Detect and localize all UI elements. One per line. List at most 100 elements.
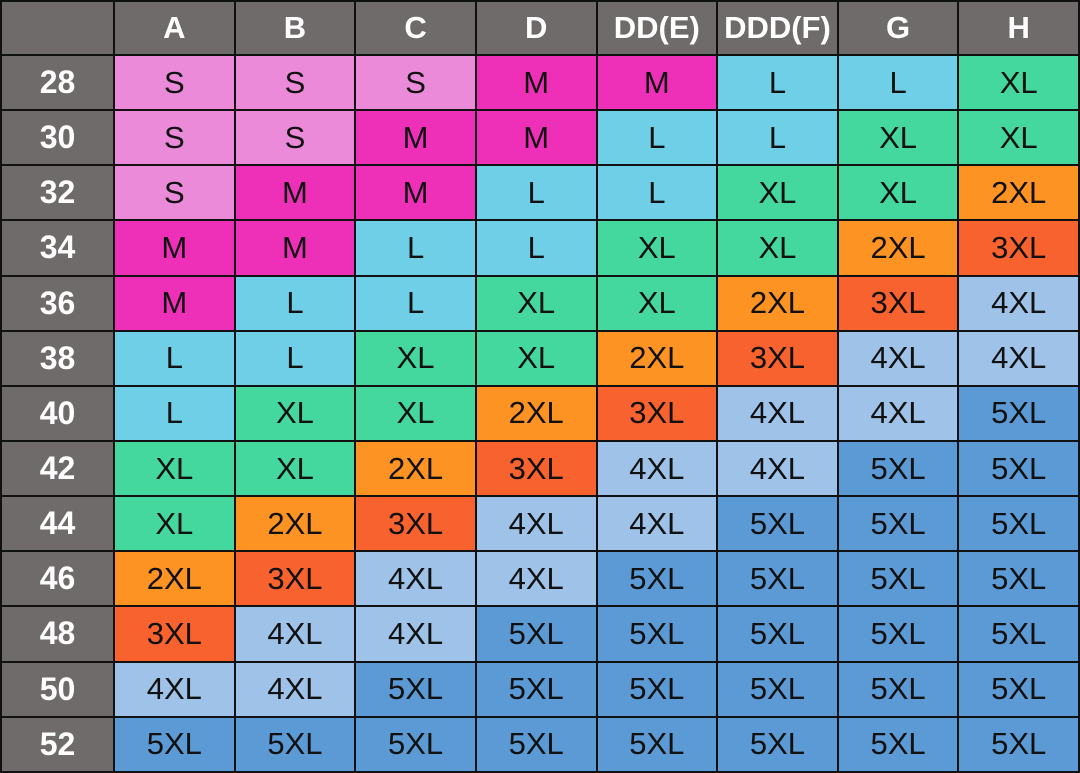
size-cell: L — [716, 109, 839, 167]
size-cell: L — [354, 219, 477, 277]
size-cell: 5XL — [957, 439, 1080, 498]
size-cell: XL — [233, 384, 357, 442]
size-cell: S — [233, 53, 357, 112]
size-cell: M — [595, 53, 719, 112]
size-cell: XL — [595, 219, 719, 277]
size-cell: 4XL — [836, 329, 960, 387]
row-header-band: 30 — [0, 109, 115, 167]
table-row: 48 3XL 4XL 4XL 5XL 5XL 5XL 5XL 5XL — [0, 605, 1080, 663]
size-cell: 3XL — [716, 329, 839, 387]
size-cell: 5XL — [957, 605, 1080, 663]
size-cell: L — [836, 53, 960, 112]
size-cell: M — [233, 219, 357, 277]
row-header-band: 40 — [0, 384, 115, 442]
size-cell: XL — [233, 439, 357, 498]
size-cell: 2XL — [113, 550, 236, 608]
column-header-h: H — [957, 0, 1080, 56]
size-cell: 5XL — [716, 715, 839, 773]
size-cell: 5XL — [595, 605, 719, 663]
size-cell: XL — [113, 439, 236, 498]
size-cell: XL — [595, 274, 719, 332]
size-cell: 5XL — [836, 550, 960, 608]
size-cell: 5XL — [474, 605, 598, 663]
size-cell: 4XL — [595, 439, 719, 498]
size-cell: XL — [474, 329, 598, 387]
table-row: 42 XL XL 2XL 3XL 4XL 4XL 5XL 5XL — [0, 439, 1080, 498]
column-header-dddf: DDD(F) — [716, 0, 839, 56]
size-cell: L — [113, 329, 236, 387]
column-header-d: D — [474, 0, 598, 56]
size-cell: M — [354, 109, 477, 167]
size-cell: 4XL — [836, 384, 960, 442]
size-cell: M — [233, 164, 357, 222]
row-header-band: 32 — [0, 164, 115, 222]
size-cell: 2XL — [595, 329, 719, 387]
size-cell: 3XL — [957, 219, 1080, 277]
size-cell: 4XL — [595, 495, 719, 553]
table-row: 40 L XL XL 2XL 3XL 4XL 4XL 5XL — [0, 384, 1080, 442]
size-cell: L — [716, 53, 839, 112]
size-cell: 4XL — [716, 439, 839, 498]
size-cell: 5XL — [354, 715, 477, 773]
size-cell: 4XL — [113, 660, 236, 718]
size-cell: 3XL — [354, 495, 477, 553]
size-cell: 2XL — [474, 384, 598, 442]
size-cell: 5XL — [595, 715, 719, 773]
size-cell: 5XL — [836, 439, 960, 498]
size-cell: 2XL — [836, 219, 960, 277]
size-cell: L — [354, 274, 477, 332]
size-cell: 5XL — [957, 495, 1080, 553]
table-row: 52 5XL 5XL 5XL 5XL 5XL 5XL 5XL 5XL — [0, 715, 1080, 773]
size-cell: XL — [354, 329, 477, 387]
size-cell: 3XL — [233, 550, 357, 608]
size-cell: 5XL — [836, 495, 960, 553]
table-row: 44 XL 2XL 3XL 4XL 4XL 5XL 5XL 5XL — [0, 495, 1080, 553]
table-row: 34 M M L L XL XL 2XL 3XL — [0, 219, 1080, 277]
row-header-band: 38 — [0, 329, 115, 387]
table-row: 30 S S M M L L XL XL — [0, 109, 1080, 167]
size-cell: 2XL — [716, 274, 839, 332]
size-cell: 4XL — [957, 329, 1080, 387]
size-cell: 5XL — [595, 550, 719, 608]
table-row: 38 L L XL XL 2XL 3XL 4XL 4XL — [0, 329, 1080, 387]
row-header-band: 48 — [0, 605, 115, 663]
size-cell: 4XL — [716, 384, 839, 442]
table-row: 28 S S S M M L L XL — [0, 53, 1080, 112]
table-row: 36 M L L XL XL 2XL 3XL 4XL — [0, 274, 1080, 332]
size-cell: 4XL — [354, 605, 477, 663]
size-cell: L — [474, 219, 598, 277]
corner-cell — [0, 0, 115, 56]
size-cell: 4XL — [233, 660, 357, 718]
row-header-band: 46 — [0, 550, 115, 608]
size-cell: 3XL — [113, 605, 236, 663]
row-header-band: 52 — [0, 715, 115, 773]
size-cell: XL — [354, 384, 477, 442]
table-row: 32 S M M L L XL XL 2XL — [0, 164, 1080, 222]
size-cell: 2XL — [957, 164, 1080, 222]
row-header-band: 28 — [0, 53, 115, 112]
column-header-a: A — [113, 0, 236, 56]
size-cell: 2XL — [233, 495, 357, 553]
size-cell: XL — [957, 109, 1080, 167]
row-header-band: 34 — [0, 219, 115, 277]
size-cell: 4XL — [354, 550, 477, 608]
size-cell: 4XL — [474, 550, 598, 608]
size-cell: 5XL — [354, 660, 477, 718]
size-cell: XL — [836, 164, 960, 222]
size-cell: S — [113, 53, 236, 112]
size-cell: XL — [716, 219, 839, 277]
size-cell: 3XL — [474, 439, 598, 498]
size-cell: 5XL — [957, 384, 1080, 442]
header-row: A B C D DD(E) DDD(F) G H — [0, 0, 1080, 56]
size-cell: 5XL — [716, 550, 839, 608]
size-cell: L — [595, 109, 719, 167]
size-cell: L — [474, 164, 598, 222]
row-header-band: 36 — [0, 274, 115, 332]
row-header-band: 50 — [0, 660, 115, 718]
size-cell: 5XL — [836, 660, 960, 718]
row-header-band: 42 — [0, 439, 115, 498]
size-cell: L — [113, 384, 236, 442]
table-row: 50 4XL 4XL 5XL 5XL 5XL 5XL 5XL 5XL — [0, 660, 1080, 718]
size-cell: 5XL — [113, 715, 236, 773]
